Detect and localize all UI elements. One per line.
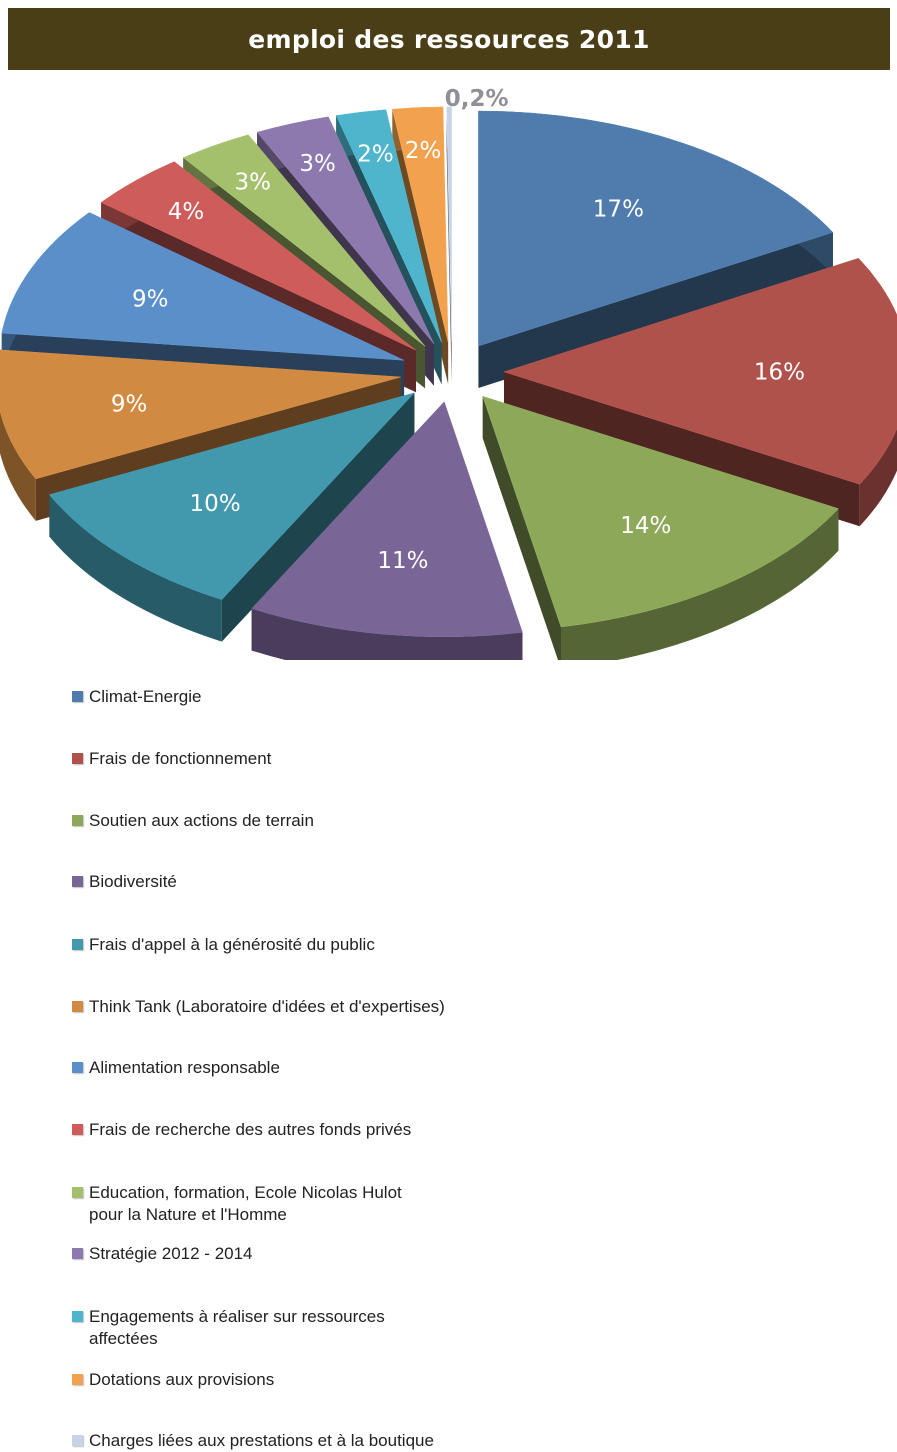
pie-data-label: 0,2% <box>445 86 509 112</box>
pie-chart: 17%16%14%11%10%9%9%4%3%3% 2% 2%0,2% <box>0 86 897 660</box>
pie-data-label: 16% <box>754 359 805 385</box>
chart-title: emploi des ressources 2011 <box>8 8 890 70</box>
legend-item: Education, formation, Ecole Nicolas Hulo… <box>72 1182 402 1226</box>
pie-slice <box>48 392 416 600</box>
pie-slice-rim <box>0 410 36 521</box>
legend-swatch <box>72 1001 83 1012</box>
pie-slice-wall <box>478 232 833 389</box>
legend-item: Think Tank (Laboratoire d'idées et d'exp… <box>72 996 445 1018</box>
pie-slice-rim <box>251 608 523 660</box>
legend-item: Biodiversité <box>72 871 177 893</box>
pie-slice <box>392 106 449 342</box>
legend-label: Biodiversité <box>89 872 177 891</box>
legend-swatch <box>72 1374 83 1385</box>
pie-tops <box>0 106 897 638</box>
legend-item: Frais de fonctionnement <box>72 748 271 770</box>
legend-item: Dotations aux provisions <box>72 1369 274 1391</box>
pie-slice <box>503 257 897 485</box>
legend-item: Alimentation responsable <box>72 1057 280 1079</box>
legend-label: Frais de fonctionnement <box>89 749 272 768</box>
legend-label: Soutien aux actions de terrain <box>89 811 314 830</box>
pie-data-label: 4% <box>168 199 205 225</box>
pie-data-label: 3% <box>234 169 271 195</box>
legend-swatch <box>72 1435 83 1446</box>
pie-slice-wall <box>482 396 562 660</box>
legend-label: Education, formation, Ecole Nicolas Hulo… <box>89 1183 402 1224</box>
legend-swatch <box>72 1124 83 1135</box>
pie-slice-rim <box>49 494 222 642</box>
legend-label: Stratégie 2012 - 2014 <box>89 1244 253 1263</box>
pie-slice <box>335 109 442 343</box>
legend-swatch <box>72 876 83 887</box>
pie-slice-wall <box>221 392 415 642</box>
pie-slice <box>182 134 426 347</box>
legend-swatch <box>72 1311 83 1322</box>
legend-swatch <box>72 691 83 702</box>
legend-item: Charges liées aux prestations et à la bo… <box>72 1430 434 1452</box>
pie-slice <box>478 110 834 347</box>
legend-label: Engagements à réaliser sur ressources af… <box>89 1307 385 1348</box>
pie-data-label: 9% <box>111 391 148 417</box>
pie-data-label: 2% <box>405 138 442 164</box>
legend-label: Frais d'appel à la générosité du public <box>89 935 375 954</box>
pie-slice <box>0 349 401 480</box>
pie-slice <box>1 212 405 361</box>
legend-swatch <box>72 939 83 950</box>
pie-data-label: 14% <box>620 513 671 539</box>
pie-data-label: 11% <box>377 548 428 574</box>
pie-slice <box>446 106 452 342</box>
legend-item: Frais d'appel à la générosité du public <box>72 934 375 956</box>
legend-label: Charges liées aux prestations et à la bo… <box>89 1431 434 1450</box>
legend-item: Stratégie 2012 - 2014 <box>72 1243 253 1265</box>
pie-slice-rim <box>561 508 839 660</box>
pie-data-label: 10% <box>190 491 241 517</box>
legend-label: Climat-Energie <box>89 687 202 706</box>
legend-swatch <box>72 1248 83 1259</box>
pie-data-label: 2% <box>357 142 394 168</box>
pie-data-label: 17% <box>593 196 644 222</box>
pie-data-label: 3% <box>299 151 336 177</box>
legend-item: Climat-Energie <box>72 686 201 708</box>
pie-slice <box>251 401 523 638</box>
legend-item: Soutien aux actions de terrain <box>72 810 314 832</box>
pie-slice <box>256 116 435 344</box>
legend-label: Dotations aux provisions <box>89 1370 275 1389</box>
legend-swatch <box>72 1187 83 1198</box>
legend-item: Engagements à réaliser sur ressources af… <box>72 1306 385 1350</box>
legend-item: Frais de recherche des autres fonds priv… <box>72 1119 411 1141</box>
legend-label: Think Tank (Laboratoire d'idées et d'exp… <box>89 997 445 1016</box>
pie-slice <box>482 395 839 628</box>
legend-label: Alimentation responsable <box>89 1058 280 1077</box>
legend-swatch <box>72 1062 83 1073</box>
legend-swatch <box>72 753 83 764</box>
pie-slice <box>100 161 417 351</box>
legend-swatch <box>72 815 83 826</box>
pie-data-label: 9% <box>132 286 169 312</box>
pie-labels: 17%16%14%11%10%9%9%4%3%3% 2% 2%0,2% <box>111 86 805 574</box>
legend-label: Frais de recherche des autres fonds priv… <box>89 1120 412 1139</box>
